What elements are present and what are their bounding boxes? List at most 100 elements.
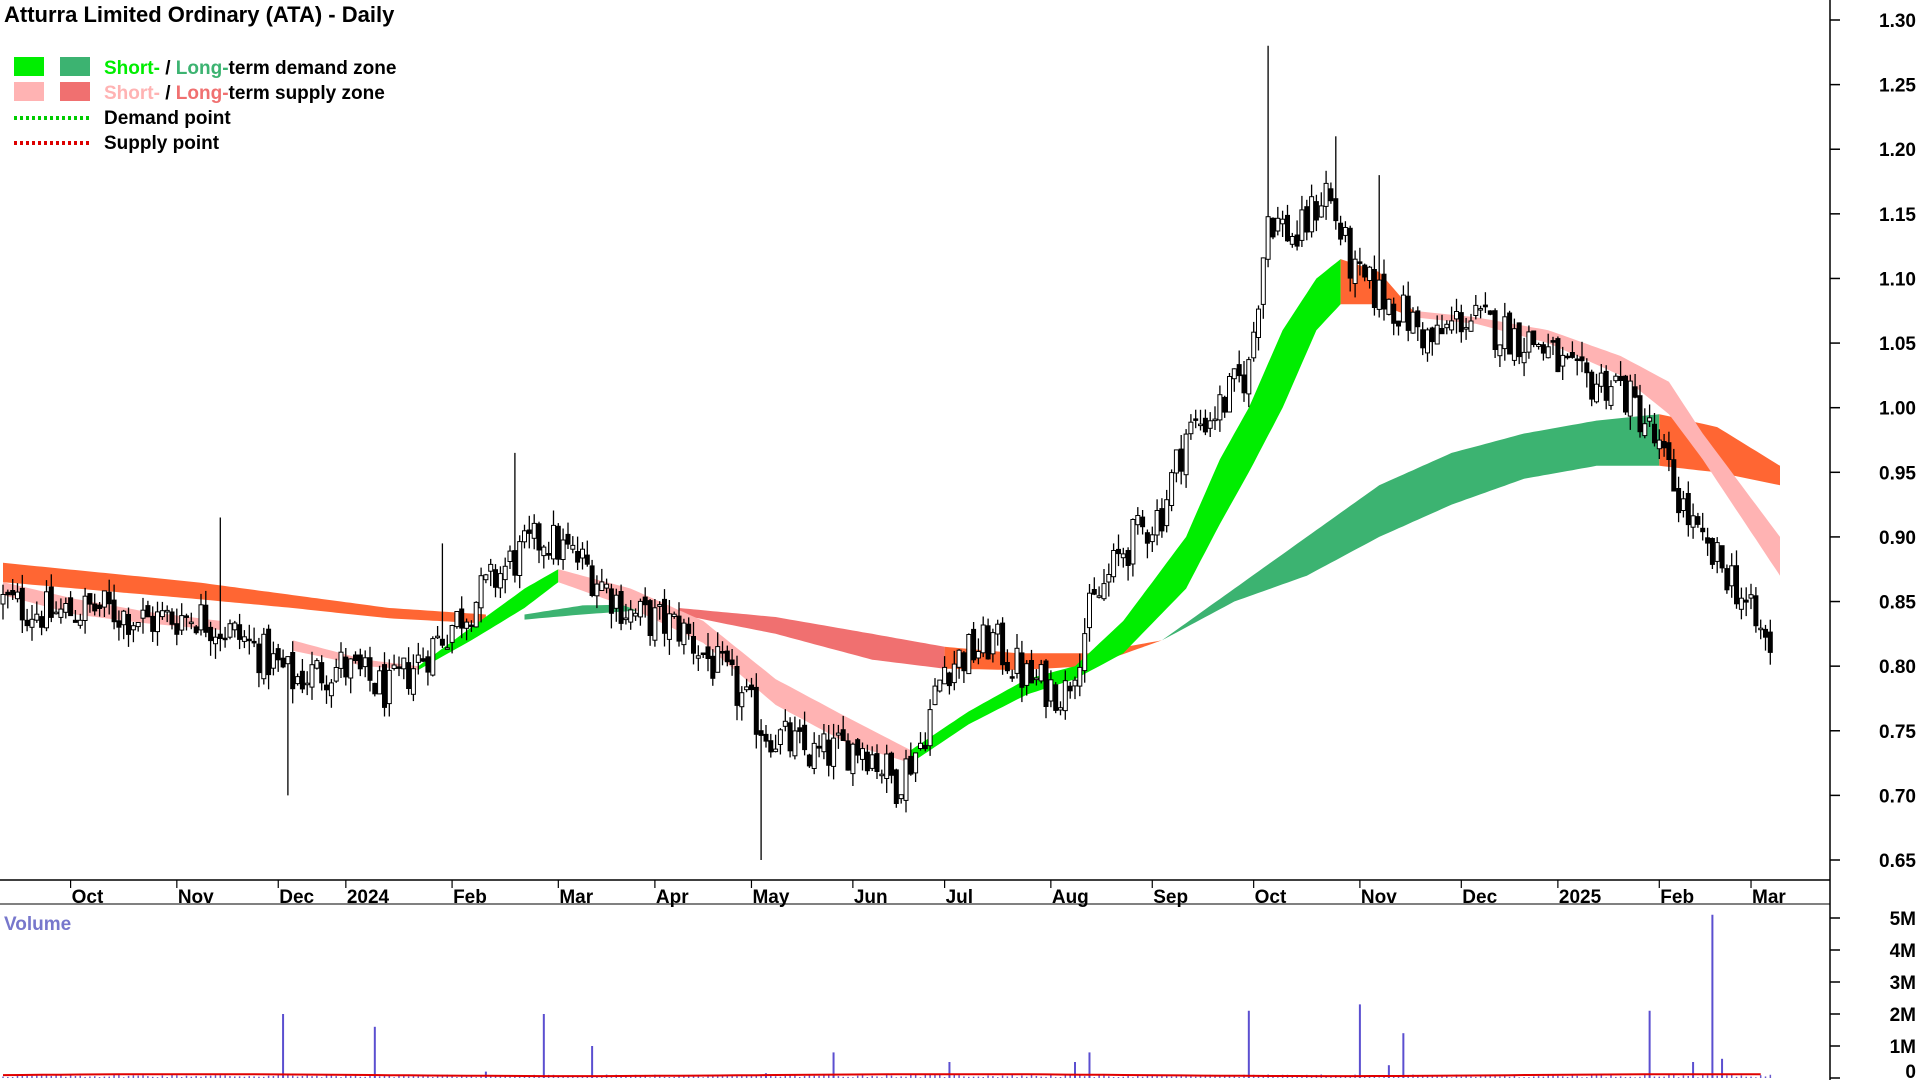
candle-body <box>1149 534 1155 543</box>
candle-body <box>1719 545 1725 569</box>
candle-body <box>396 666 402 669</box>
candle-body <box>637 600 643 618</box>
candle-body <box>1077 666 1083 687</box>
volume-panel: Volume 5M 4M 3M 2M 1M 0 <box>2 909 1916 1083</box>
candle-body <box>560 539 566 560</box>
candle-body <box>77 619 83 626</box>
x-tick-label: Dec <box>279 887 314 908</box>
candle-body <box>1371 269 1377 308</box>
candle-body <box>1767 631 1773 653</box>
candle-body <box>1062 680 1068 712</box>
candle-body <box>1275 217 1281 232</box>
candle-body <box>1289 236 1295 245</box>
volume-tick-label: 5M <box>1890 909 1916 930</box>
candle-body <box>1613 375 1619 382</box>
candle-body <box>594 583 600 597</box>
candle-body <box>575 551 581 563</box>
candle-body <box>478 575 484 609</box>
candle-body <box>724 650 730 663</box>
candle-body <box>386 669 392 705</box>
zone-short-supply-5 <box>1413 310 1780 576</box>
zone-short-demand-2 <box>910 259 1341 764</box>
candle-body <box>1410 311 1416 334</box>
candle-body <box>705 646 711 660</box>
candle-body <box>980 624 986 654</box>
candle-body <box>1642 423 1648 437</box>
candle-body <box>1347 227 1353 279</box>
candle-body <box>193 626 199 634</box>
candle-body <box>328 682 334 697</box>
candle-body <box>1709 538 1715 565</box>
candle-body <box>1487 310 1493 315</box>
candle-body <box>208 626 214 642</box>
price-tick-label: 0.85 <box>1879 593 1916 614</box>
candle-body <box>502 565 508 581</box>
candle-body <box>420 658 426 662</box>
candle-body <box>1695 516 1701 525</box>
candle-body <box>1594 383 1599 403</box>
candle-body <box>1159 508 1165 532</box>
price-tick-label: 1.00 <box>1879 399 1916 420</box>
x-tick-label: Jul <box>946 887 973 908</box>
volume-tick-label: 2M <box>1890 1005 1916 1026</box>
candle-body <box>106 591 112 605</box>
candle-body <box>691 636 696 654</box>
candle-body <box>1473 304 1479 316</box>
zone-long-supply-3 <box>944 640 1162 670</box>
candle-body <box>39 616 45 628</box>
candle-body <box>633 612 639 617</box>
candle-body <box>618 591 624 624</box>
candle-body <box>1724 568 1730 591</box>
candle-body <box>111 599 117 623</box>
candle-body <box>150 615 156 632</box>
candle-body <box>517 541 523 576</box>
candle-body <box>1454 311 1459 320</box>
candle-body <box>1565 355 1570 359</box>
candle-body <box>314 660 320 669</box>
candle-body <box>29 618 35 628</box>
price-tick-label: 1.25 <box>1879 76 1916 97</box>
candle-body <box>246 638 252 642</box>
candle-body <box>1627 380 1633 417</box>
candle-body <box>468 624 474 628</box>
candle-body <box>1656 439 1662 450</box>
zone-long-demand-2 <box>1161 414 1660 641</box>
candle-body <box>1333 198 1339 222</box>
candle-body <box>184 615 189 618</box>
candle-body <box>642 596 648 606</box>
candle-body <box>1120 553 1126 559</box>
volume-tick-label: 1M <box>1890 1037 1916 1058</box>
candle-body <box>884 753 890 779</box>
candle-body <box>927 709 933 747</box>
candle-body <box>608 588 614 614</box>
candle-body <box>1396 320 1401 327</box>
candle-body <box>15 591 20 600</box>
zone-short-supply-2 <box>292 640 419 670</box>
candle-body <box>5 591 11 596</box>
zone-long-supply-2 <box>679 608 945 669</box>
candle-body <box>1429 327 1435 343</box>
candle-body <box>1574 358 1580 361</box>
candle-body <box>835 732 841 736</box>
candle-body <box>1550 340 1556 343</box>
candle-body <box>372 682 378 695</box>
x-tick-label: 2024 <box>347 887 390 908</box>
candle-body <box>435 635 441 639</box>
candle-body <box>1193 418 1199 421</box>
candle-body <box>715 646 721 673</box>
candle-body <box>1188 421 1194 435</box>
candle-body <box>1154 510 1160 536</box>
candle-body <box>990 632 996 655</box>
candle-body <box>1091 589 1097 595</box>
candle-body <box>459 608 465 629</box>
candle-body <box>1202 417 1208 433</box>
candle-body <box>1405 295 1411 331</box>
candle-body <box>353 654 358 661</box>
candle-body <box>1753 595 1759 627</box>
candle-body <box>1623 375 1628 413</box>
candle-body <box>1700 527 1706 533</box>
candle-body <box>985 625 991 660</box>
candle-body <box>1251 331 1257 359</box>
candle-body <box>1009 676 1015 679</box>
